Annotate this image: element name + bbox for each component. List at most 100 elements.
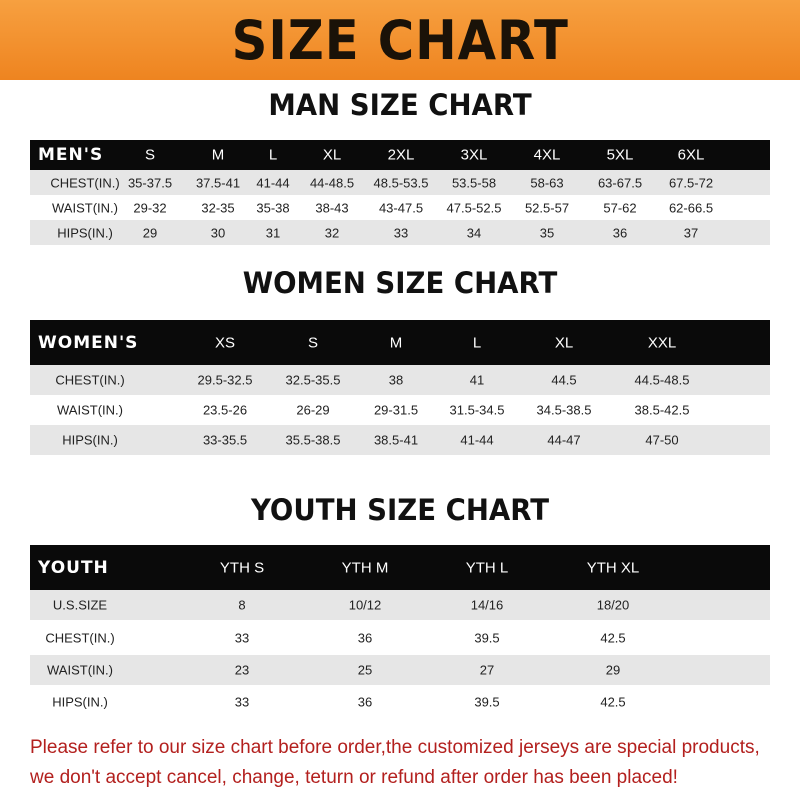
size-header: M xyxy=(389,334,403,351)
table-cell: 29-31.5 xyxy=(373,402,419,418)
table-cell: 29 xyxy=(142,225,158,240)
table-cell: 38 xyxy=(388,372,404,388)
size-header: YTH M xyxy=(341,559,389,576)
size-header: M xyxy=(211,146,225,164)
table-cell: 27 xyxy=(479,662,495,678)
youth-header-row: YOUTH YTH S YTH M YTH L YTH XL xyxy=(30,545,770,590)
table-cell: 58-63 xyxy=(530,175,564,190)
row-label: WAIST(IN.) xyxy=(47,662,113,678)
table-cell: 32.5-35.5 xyxy=(285,372,341,388)
table-cell: 36 xyxy=(357,630,373,645)
table-cell: 33 xyxy=(234,694,250,709)
row-label: U.S.SIZE xyxy=(52,597,108,613)
table-cell: 35 xyxy=(539,225,555,240)
footer-line-1: Please refer to our size chart before or… xyxy=(30,737,760,758)
row-label: HIPS(IN.) xyxy=(62,432,118,448)
table-cell: 35-37.5 xyxy=(127,175,173,190)
table-row: HIPS(IN.) 33-35.5 35.5-38.5 38.5-41 41-44 44-… xyxy=(30,425,770,455)
table-cell: 52.5-57 xyxy=(524,200,570,215)
table-cell: 53.5-58 xyxy=(451,175,497,190)
table-cell: 44-47 xyxy=(547,432,581,448)
size-header: 2XL xyxy=(387,146,415,164)
table-cell: 31.5-34.5 xyxy=(449,402,505,418)
table-cell: 10/12 xyxy=(348,597,382,613)
table-cell: 41 xyxy=(469,372,485,388)
size-header: L xyxy=(472,334,482,351)
size-header: S xyxy=(144,146,156,164)
table-cell: 29 xyxy=(605,662,621,678)
men-size-table: MEN'S S M L XL 2XL 3XL 4XL 5XL 6XL CHEST(IN.) 35-37… xyxy=(30,140,770,245)
table-row: HIPS(IN.) 29 30 31 32 33 34 35 36 37 xyxy=(30,220,770,245)
youth-size-table: YOUTH YTH S YTH M YTH L YTH XL U.S.SIZE 8 10/12… xyxy=(30,545,770,718)
table-cell: 38.5-41 xyxy=(373,432,419,448)
row-label: CHEST(IN.) xyxy=(45,630,115,645)
table-cell: 38.5-42.5 xyxy=(634,402,690,418)
row-label: HIPS(IN.) xyxy=(52,694,108,709)
table-cell: 39.5 xyxy=(474,630,500,645)
women-size-table: WOMEN'S XS S M L XL XXL CHEST(IN.) 29.5-32.5 32.5… xyxy=(30,320,770,455)
table-cell: 48.5-53.5 xyxy=(373,175,429,190)
size-header: XL xyxy=(554,334,574,351)
table-cell: 42.5 xyxy=(600,630,626,645)
size-header: S xyxy=(307,334,319,351)
size-header: 6XL xyxy=(677,146,705,164)
table-cell: 33-35.5 xyxy=(202,432,248,448)
table-row: WAIST(IN.) 23.5-26 26-29 29-31.5 31.5-34.5 34… xyxy=(30,395,770,425)
footer-notice: Please refer to our size chart before or… xyxy=(30,733,790,793)
size-header: YTH S xyxy=(219,559,265,576)
size-header: XXL xyxy=(647,334,677,351)
table-cell: 44-48.5 xyxy=(309,175,355,190)
table-cell: 38-43 xyxy=(315,200,349,215)
size-header: XL xyxy=(322,146,342,164)
table-cell: 32 xyxy=(324,225,340,240)
table-cell: 25 xyxy=(357,662,373,678)
table-cell: 29.5-32.5 xyxy=(197,372,253,388)
size-header: 3XL xyxy=(460,146,488,164)
table-cell: 44.5 xyxy=(551,372,577,388)
table-cell: 47.5-52.5 xyxy=(446,200,502,215)
youth-title: YOUTH SIZE CHART xyxy=(250,493,550,527)
table-cell: 37.5-41 xyxy=(195,175,241,190)
table-cell: 32-35 xyxy=(201,200,235,215)
table-cell: 26-29 xyxy=(296,402,330,418)
size-header: L xyxy=(268,146,278,164)
table-cell: 43-47.5 xyxy=(378,200,424,215)
footer-line-2: we don't accept cancel, change, teturn o… xyxy=(30,767,678,788)
row-label: HIPS(IN.) xyxy=(57,225,113,240)
table-cell: 31 xyxy=(265,225,281,240)
table-cell: 36 xyxy=(612,225,628,240)
size-header: YTH L xyxy=(465,559,509,576)
table-heading: MEN'S xyxy=(38,145,104,165)
table-cell: 41-44 xyxy=(460,432,494,448)
table-row: CHEST(IN.) 35-37.5 37.5-41 41-44 44-48.5 48.5… xyxy=(30,170,770,195)
row-label: WAIST(IN.) xyxy=(57,402,123,418)
size-header: YTH XL xyxy=(586,559,640,576)
table-cell: 30 xyxy=(210,225,226,240)
table-cell: 36 xyxy=(357,694,373,709)
row-label: CHEST(IN.) xyxy=(55,372,125,388)
row-label: CHEST(IN.) xyxy=(50,175,120,190)
size-header: XS xyxy=(214,334,236,351)
men-title: MAN SIZE CHART xyxy=(268,88,532,122)
table-cell: 23 xyxy=(234,662,250,678)
table-cell: 44.5-48.5 xyxy=(634,372,690,388)
women-header-row: WOMEN'S XS S M L XL XXL xyxy=(30,320,770,365)
table-heading: WOMEN'S xyxy=(38,332,139,353)
table-row: HIPS(IN.) 33 36 39.5 42.5 xyxy=(30,685,770,718)
row-label: WAIST(IN.) xyxy=(52,200,118,215)
table-cell: 8 xyxy=(238,597,246,613)
men-header-row: MEN'S S M L XL 2XL 3XL 4XL 5XL 6XL xyxy=(30,140,770,170)
table-cell: 34.5-38.5 xyxy=(536,402,592,418)
table-row: CHEST(IN.) 33 36 39.5 42.5 xyxy=(30,620,770,655)
table-cell: 33 xyxy=(393,225,409,240)
table-row: CHEST(IN.) 29.5-32.5 32.5-35.5 38 41 44.5 44.5… xyxy=(30,365,770,395)
table-heading: YOUTH xyxy=(38,557,109,578)
table-cell: 67.5-72 xyxy=(668,175,714,190)
size-chart-banner: SIZE CHART xyxy=(0,0,800,80)
table-row: WAIST(IN.) 29-32 32-35 35-38 38-43 43-47.5 47.… xyxy=(30,195,770,220)
table-cell: 34 xyxy=(466,225,482,240)
table-cell: 39.5 xyxy=(474,694,500,709)
table-cell: 57-62 xyxy=(603,200,637,215)
table-cell: 35-38 xyxy=(256,200,290,215)
table-cell: 14/16 xyxy=(470,597,504,613)
